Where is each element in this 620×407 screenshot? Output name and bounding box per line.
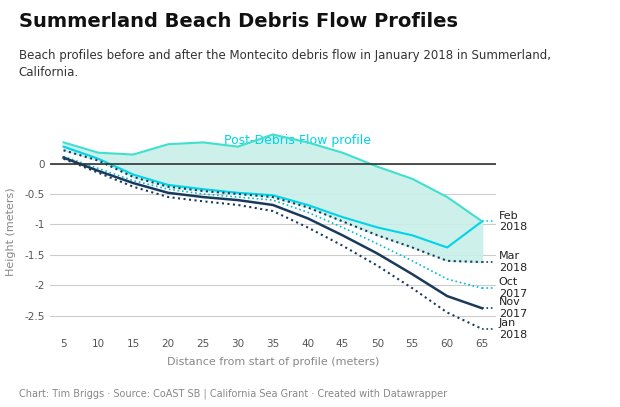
Text: Feb
2018: Feb 2018 — [498, 210, 527, 232]
Text: Oct
2017: Oct 2017 — [498, 278, 527, 299]
Text: Chart: Tim Briggs · Source: CoAST SB | California Sea Grant · Created with Dataw: Chart: Tim Briggs · Source: CoAST SB | C… — [19, 388, 447, 399]
Text: Post-Debris Flow profile: Post-Debris Flow profile — [224, 133, 371, 147]
Text: Mar
2018: Mar 2018 — [498, 251, 527, 273]
X-axis label: Distance from start of profile (meters): Distance from start of profile (meters) — [167, 357, 379, 367]
Text: Summerland Beach Debris Flow Profiles: Summerland Beach Debris Flow Profiles — [19, 12, 458, 31]
Text: Nov
2017: Nov 2017 — [498, 298, 527, 319]
Text: Beach profiles before and after the Montecito debris flow in January 2018 in Sum: Beach profiles before and after the Mont… — [19, 49, 551, 79]
Y-axis label: Height (meters): Height (meters) — [6, 188, 16, 276]
Text: Jan
2018: Jan 2018 — [498, 318, 527, 340]
